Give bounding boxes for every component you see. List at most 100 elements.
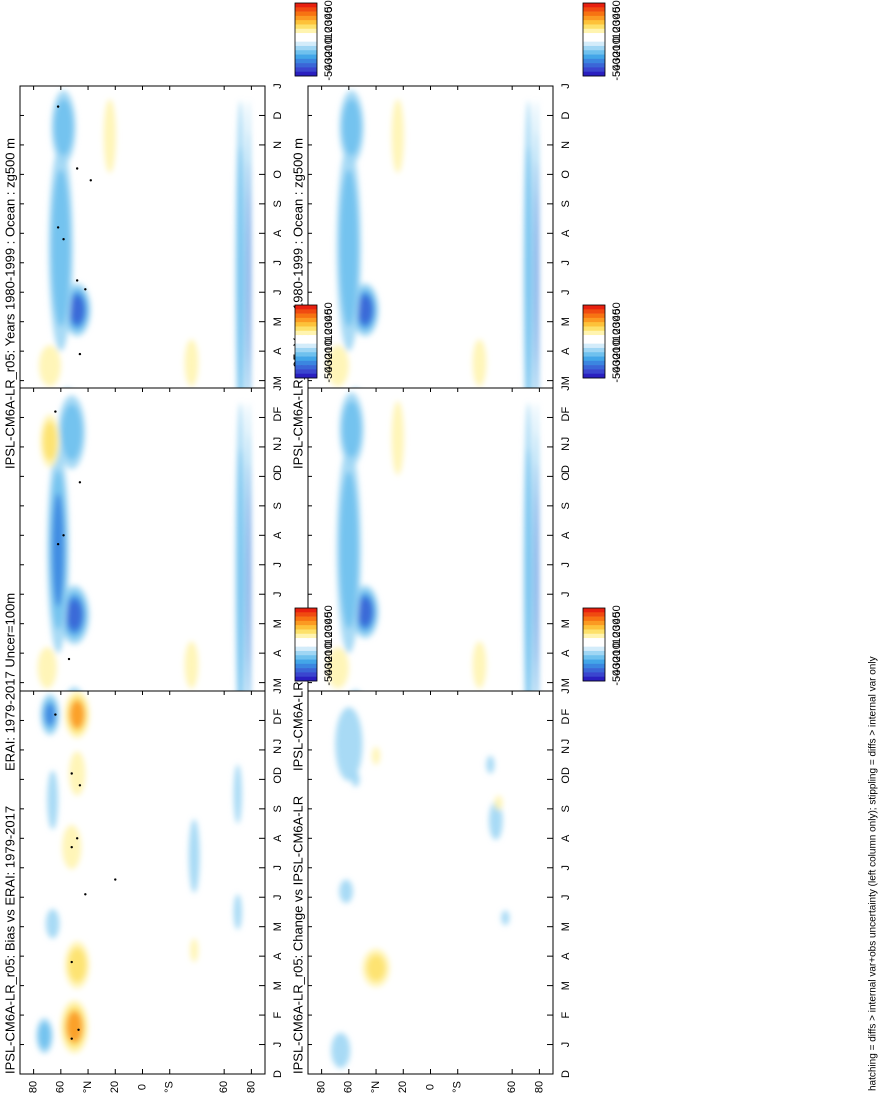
month-tick-label: D [272,1070,284,1078]
month-tick-label: D [560,465,572,473]
contour-level [339,879,353,904]
colorbar-swatch [583,54,605,60]
month-tick-label: A [272,347,284,355]
stipple-dot [54,713,57,716]
month-tick-label: A [272,834,284,842]
colorbar-swatch [583,71,605,77]
colorbar-swatch [583,676,605,682]
colorbar-label: -50 [611,367,623,383]
month-tick-label: N [560,141,572,149]
colorbar-swatch [295,33,317,38]
colorbar-swatch [295,620,317,626]
colorbar-label: 0 [323,641,335,647]
panel-title: IPSL-CM6A-LR_r05: Bias vs ERAI: 1979-201… [2,806,17,1074]
month-tick-label: M [272,981,284,990]
month-tick-label: O [560,472,572,481]
month-tick-label: A [560,347,572,355]
colorbar-swatch [295,45,317,51]
month-tick-label: F [272,406,284,413]
colorbar-swatch [583,672,605,678]
colorbar-swatch [295,612,317,617]
month-tick-label: F [272,1011,284,1018]
colorbar-label: 30 [611,618,623,630]
lat-tick-label: 60 [218,1081,230,1093]
colorbar-label: 0 [611,36,623,42]
colorbar-label: -50 [323,670,335,686]
month-tick-label: J [560,1042,572,1048]
stipple-dot [56,105,60,108]
month-tick-label: F [560,406,572,413]
month-tick-label: J [272,865,284,871]
month-tick-label: J [560,385,572,391]
colorbar-swatch [295,655,317,660]
colorbar-label: 20 [323,625,335,637]
colorbar-swatch [295,369,317,375]
plot-area [20,691,265,1074]
colorbar-label: -30 [323,51,335,67]
contour-level [335,707,363,781]
colorbar-swatch [583,24,605,30]
stipple-dot [75,167,79,170]
colorbar-label: -10 [611,643,623,659]
colorbar-swatch [295,373,317,379]
panel-title: IPSL-CM6A-LR_r05: Years 1980-1999 : Ocea… [290,138,305,469]
contour-level [42,421,58,461]
contour-level [54,99,73,156]
colorbar-label: -30 [323,353,335,369]
colorbar-label: 30 [611,315,623,327]
colorbar-swatch [295,41,317,47]
month-tick-label: D [560,111,572,119]
contour-level [47,770,59,830]
contour-level [51,169,71,327]
month-tick-label: D [272,716,284,724]
stipple-dot [70,960,73,964]
month-tick-label: S [560,200,572,207]
colorbar-swatch [295,330,317,336]
month-tick-label: J [272,437,284,443]
contour-level [233,764,242,824]
contour-level [45,909,60,939]
colorbar-swatch [295,668,317,673]
contour-level [236,146,245,409]
colorbar-swatch [583,63,605,68]
colorbar-label: 50 [611,0,623,12]
month-tick-label: M [560,317,572,326]
panel-title: IPSL-CM6A-LR_r05: Change vs IPSL-CM6A-LR [290,796,305,1074]
colorbar-swatch [295,608,317,613]
colorbar-label: -40 [611,360,623,376]
colorbar-label: 50 [611,302,623,314]
lat-tick-label: 20 [109,1081,121,1093]
contour-level [535,192,538,363]
month-tick-label: J [560,865,572,871]
colorbar-label: -20 [611,650,623,666]
colorbar-swatch [295,67,317,73]
colorbar-swatch [583,58,605,64]
colorbar-swatch [295,672,317,678]
colorbar-swatch [295,633,317,639]
colorbar-label: 40 [323,7,335,19]
month-tick-label: J [560,591,572,597]
colorbar-swatch [583,369,605,375]
contour-level [233,894,242,930]
contour-level [391,99,404,173]
colorbar-swatch [295,305,317,310]
colorbar-label: 50 [611,605,623,617]
month-tick-label: A [272,229,284,237]
month-tick-label: N [272,443,284,451]
contour-level [39,345,61,387]
contour-level [535,494,538,665]
colorbar-swatch [583,7,605,12]
contour-level [37,647,57,689]
colorbar-swatch [295,650,317,656]
colorbar-swatch [583,3,605,8]
colorbar-swatch [583,343,605,349]
month-tick-label: S [272,502,284,509]
